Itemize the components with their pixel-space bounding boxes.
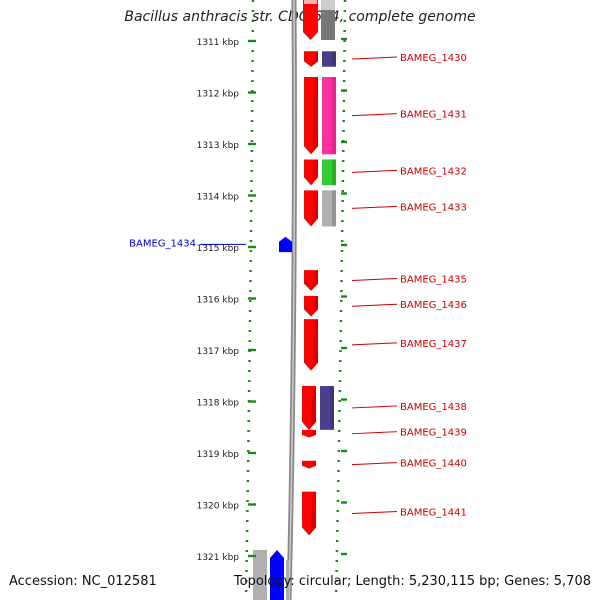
gene-arrow-shade bbox=[311, 51, 318, 67]
cog-block-shade bbox=[330, 386, 334, 430]
tick-group: 1311 kbp 1312 kbp 1313 kbp 1314 kbp 1315 kbp… bbox=[197, 37, 347, 563]
gene-label[interactable]: BAMEG_1434 bbox=[129, 238, 196, 249]
gene-label-leader bbox=[351, 462, 398, 466]
gene-label-leader bbox=[351, 303, 398, 307]
gene-arrow-shade bbox=[311, 270, 318, 291]
gene-group bbox=[279, 51, 336, 536]
scale-tick bbox=[248, 554, 256, 558]
scale-tick-label: 1314 kbp bbox=[197, 193, 240, 203]
gene-label-group: BAMEG_1430 BAMEG_1431 BAMEG_1432 BAMEG_1433… bbox=[129, 53, 467, 518]
gene-label[interactable]: BAMEG_1436 bbox=[400, 300, 467, 311]
partial-gene-bottom-edge bbox=[286, 560, 289, 600]
gene-label-leader bbox=[351, 405, 398, 409]
gene-label-leader bbox=[351, 342, 398, 346]
gene-label[interactable]: BAMEG_1441 bbox=[400, 508, 467, 519]
scale-tick bbox=[248, 297, 256, 300]
scale-tick-label: 1313 kbp bbox=[197, 141, 240, 151]
genome-summary-text: Topology: circular; Length: 5,230,115 bp… bbox=[233, 574, 591, 589]
cog-block bbox=[322, 77, 336, 155]
left-scale-line bbox=[244, 0, 255, 600]
scale-tick bbox=[248, 91, 256, 94]
scale-tick-right bbox=[341, 346, 347, 350]
partial-gene-bottom bbox=[270, 550, 284, 600]
scale-tick-label: 1317 kbp bbox=[197, 347, 240, 357]
gene-arrow-shade bbox=[309, 386, 316, 430]
gene-arrow-shade bbox=[311, 159, 318, 186]
gene-label[interactable]: BAMEG_1430 bbox=[400, 53, 467, 64]
partial-gene-top-arrow bbox=[303, 10, 318, 40]
scale-tick bbox=[248, 245, 256, 249]
gene-arrow-shade bbox=[309, 491, 316, 536]
scale-tick-label: 1316 kbp bbox=[197, 296, 240, 306]
scale-tick-right bbox=[341, 37, 347, 41]
gene-label-leader bbox=[351, 277, 398, 281]
scale-tick bbox=[248, 451, 256, 455]
gene-label[interactable]: BAMEG_1431 bbox=[400, 110, 467, 121]
gene-label-leader bbox=[351, 431, 398, 435]
scale-tick-right bbox=[341, 398, 347, 401]
partial-cog-bottom bbox=[253, 550, 267, 600]
scale-tick-right bbox=[341, 192, 347, 195]
gene-label[interactable]: BAMEG_1435 bbox=[400, 274, 467, 285]
partial-cog-top-shade bbox=[321, 0, 335, 10]
scale-tick-right bbox=[341, 89, 347, 92]
scale-tick bbox=[248, 194, 256, 197]
scale-tick-label: 1320 kbp bbox=[197, 502, 240, 512]
gene-label[interactable]: BAMEG_1439 bbox=[400, 428, 467, 439]
cog-block-shade bbox=[332, 190, 336, 227]
gene-label[interactable]: BAMEG_1437 bbox=[400, 339, 467, 350]
gene-label-leader bbox=[351, 511, 398, 515]
scale-tick bbox=[248, 348, 256, 352]
partial-gene-top bbox=[303, 0, 318, 10]
scale-tick-right bbox=[341, 295, 347, 298]
cog-block-shade bbox=[332, 77, 336, 155]
gene-label[interactable]: BAMEG_1438 bbox=[400, 402, 467, 413]
gene-arrow-shade bbox=[311, 319, 318, 371]
partial-gene-top-shade bbox=[304, 0, 317, 4]
gene-label-leader bbox=[351, 169, 398, 173]
scale-tick bbox=[248, 400, 256, 403]
cog-block bbox=[320, 386, 334, 430]
scale-tick-label: 1311 kbp bbox=[197, 38, 240, 48]
scale-tick-right bbox=[341, 243, 347, 247]
backbone-highlight bbox=[288, 0, 296, 600]
scale-tick bbox=[248, 142, 256, 146]
scale-tick-right bbox=[341, 552, 347, 556]
map-title: Bacillus anthracis str. CDC 684, complet… bbox=[124, 9, 476, 25]
scale-tick-right bbox=[341, 140, 347, 144]
gene-label-leader bbox=[351, 205, 398, 209]
cog-block bbox=[322, 51, 336, 67]
accession-text: Accession: NC_012581 bbox=[9, 574, 157, 589]
gene-label[interactable]: BAMEG_1440 bbox=[400, 459, 467, 470]
scale-tick-label: 1315 kbp bbox=[197, 244, 240, 254]
gene-arrow-shade bbox=[311, 295, 318, 317]
scale-tick-label: 1319 kbp bbox=[197, 450, 240, 460]
gene-arrow-shade bbox=[309, 429, 316, 438]
gene-arrow-forward[interactable] bbox=[279, 236, 292, 253]
backbone-group bbox=[244, 0, 347, 600]
gene-arrow-shade bbox=[311, 190, 318, 227]
gene-label-leader bbox=[351, 56, 398, 60]
cog-block bbox=[322, 190, 336, 227]
gene-arrow-shade bbox=[311, 77, 318, 155]
gene-label[interactable]: BAMEG_1432 bbox=[400, 166, 467, 177]
scale-tick-right bbox=[341, 449, 347, 453]
scale-tick-label: 1312 kbp bbox=[197, 90, 240, 100]
gene-arrow-shade bbox=[309, 460, 316, 469]
gene-label[interactable]: BAMEG_1433 bbox=[400, 202, 467, 213]
scale-tick-label: 1318 kbp bbox=[197, 399, 240, 409]
gene-label-leader bbox=[351, 113, 398, 117]
right-scale-line bbox=[334, 0, 347, 600]
cog-block-shade bbox=[332, 159, 336, 186]
cog-block bbox=[322, 159, 336, 186]
scale-tick-right bbox=[341, 501, 347, 504]
scale-tick-label: 1321 kbp bbox=[197, 553, 240, 563]
scale-tick bbox=[248, 39, 256, 43]
cog-block-shade bbox=[332, 51, 336, 67]
scale-tick bbox=[248, 503, 256, 506]
